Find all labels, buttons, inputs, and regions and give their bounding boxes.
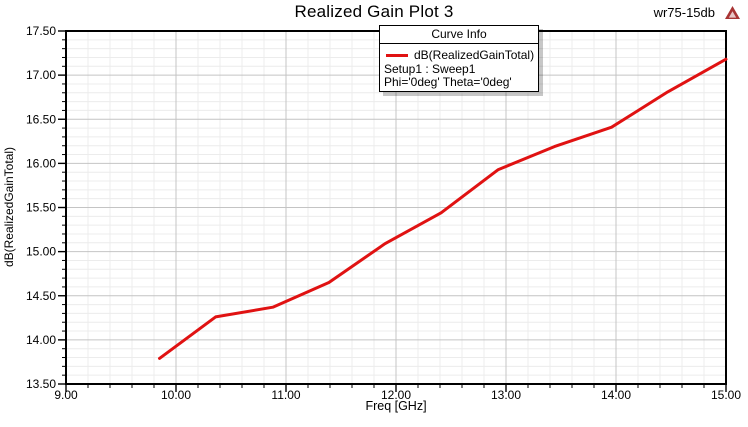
legend-entry: dB(RealizedGainTotal) bbox=[380, 44, 538, 63]
legend-title: Curve Info bbox=[380, 26, 538, 44]
legend-setup-line: Setup1 : Sweep1 bbox=[384, 62, 476, 76]
legend-box[interactable]: Curve Info dB(RealizedGainTotal) Setup1 … bbox=[379, 25, 539, 92]
y-tick-label: 17.00 bbox=[26, 68, 56, 82]
curve-label: dB(RealizedGainTotal) bbox=[414, 48, 535, 62]
gain-curve[interactable] bbox=[158, 57, 728, 360]
y-tick-label: 13.50 bbox=[26, 377, 56, 391]
x-tick-label: 15.00 bbox=[711, 388, 741, 402]
project-label-group: wr75-15db bbox=[654, 5, 740, 20]
curve-swatch bbox=[386, 53, 408, 57]
x-tick-label: 11.00 bbox=[271, 388, 300, 402]
plot-title: Realized Gain Plot 3 bbox=[294, 2, 454, 21]
project-name: wr75-15db bbox=[653, 5, 715, 20]
y-tick-label: 15.50 bbox=[26, 201, 56, 215]
x-tick-label: 12.00 bbox=[381, 388, 411, 402]
y-tick-label: 15.00 bbox=[26, 245, 56, 259]
x-tick-label: 10.00 bbox=[161, 388, 191, 402]
x-tick-label: 13.00 bbox=[491, 388, 521, 402]
x-tick-label: 14.00 bbox=[601, 388, 631, 402]
y-tick-label: 16.00 bbox=[26, 156, 56, 170]
ansoft-logo-icon bbox=[725, 6, 740, 19]
x-axis-title: Freq [GHz] bbox=[365, 399, 427, 413]
y-tick-label: 14.50 bbox=[26, 289, 56, 303]
legend-angle-line: Phi='0deg' Theta='0deg' bbox=[384, 75, 512, 89]
y-tick-label: 17.50 bbox=[26, 24, 56, 38]
y-axis-title: dB(RealizedGainTotal) bbox=[2, 146, 16, 268]
x-tick-label: 9.00 bbox=[54, 388, 78, 402]
y-tick-label: 14.00 bbox=[26, 333, 56, 347]
y-tick-label: 16.50 bbox=[26, 112, 56, 126]
